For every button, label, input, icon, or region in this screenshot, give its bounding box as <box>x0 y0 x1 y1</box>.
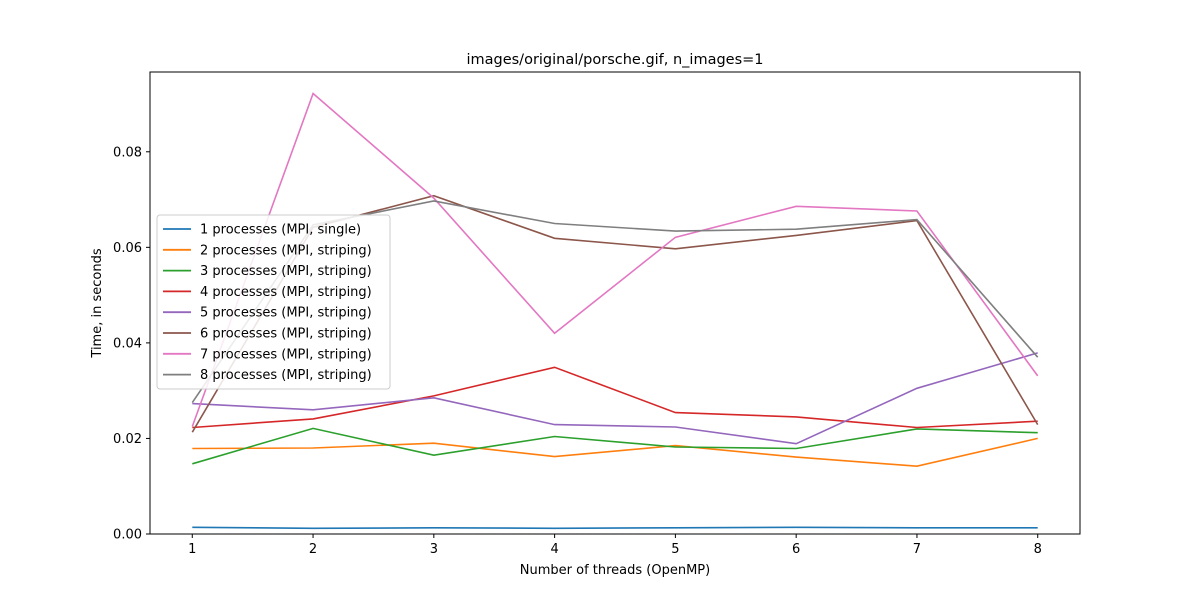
x-tick-label: 3 <box>430 542 438 557</box>
legend-label: 7 processes (MPI, striping) <box>200 347 372 362</box>
x-tick-label: 5 <box>671 542 679 557</box>
series-line-4 <box>192 366 1038 429</box>
series-line-1 <box>192 526 1038 530</box>
y-tick-label: 0.08 <box>113 145 142 160</box>
legend-label: 6 processes (MPI, striping) <box>200 327 372 342</box>
x-tick-label: 1 <box>188 542 196 557</box>
legend-label: 1 processes (MPI, single) <box>200 223 361 238</box>
y-tick-label: 0.04 <box>113 336 142 351</box>
x-axis: 1 2 3 4 5 6 7 8 <box>188 534 1042 557</box>
y-tick-label: 0.06 <box>113 241 142 256</box>
legend-box <box>156 214 391 390</box>
x-tick-label: 6 <box>792 542 800 557</box>
series-line-7 <box>191 92 1039 427</box>
y-tick-label: 0.00 <box>113 528 142 543</box>
y-tick-label: 0.02 <box>113 432 142 447</box>
x-tick-label: 2 <box>309 542 317 557</box>
series-line-5 <box>192 352 1038 445</box>
legend-label: 4 processes (MPI, striping) <box>200 285 372 300</box>
y-axis-label: Time, in seconds <box>90 248 105 358</box>
x-tick-label: 4 <box>550 542 558 557</box>
legend-label: 5 processes (MPI, striping) <box>200 306 372 321</box>
plot-frame <box>149 71 1081 535</box>
x-tick-label: 7 <box>913 542 921 557</box>
legend-label: 3 processes (MPI, striping) <box>200 264 372 279</box>
y-axis: 0.00 0.02 0.04 0.06 0.08 <box>113 145 150 543</box>
series-line-3 <box>192 427 1038 465</box>
legend: 1 processes (MPI, single) 2 processes (MP… <box>156 214 391 390</box>
series-line-2 <box>192 437 1038 468</box>
x-tick-label: 8 <box>1034 542 1042 557</box>
legend-label: 2 processes (MPI, striping) <box>200 243 372 258</box>
legend-label: 8 processes (MPI, striping) <box>200 368 372 383</box>
x-axis-label: Number of threads (OpenMP) <box>520 563 710 578</box>
chart-title: images/original/porsche.gif, n_images=1 <box>466 52 763 68</box>
